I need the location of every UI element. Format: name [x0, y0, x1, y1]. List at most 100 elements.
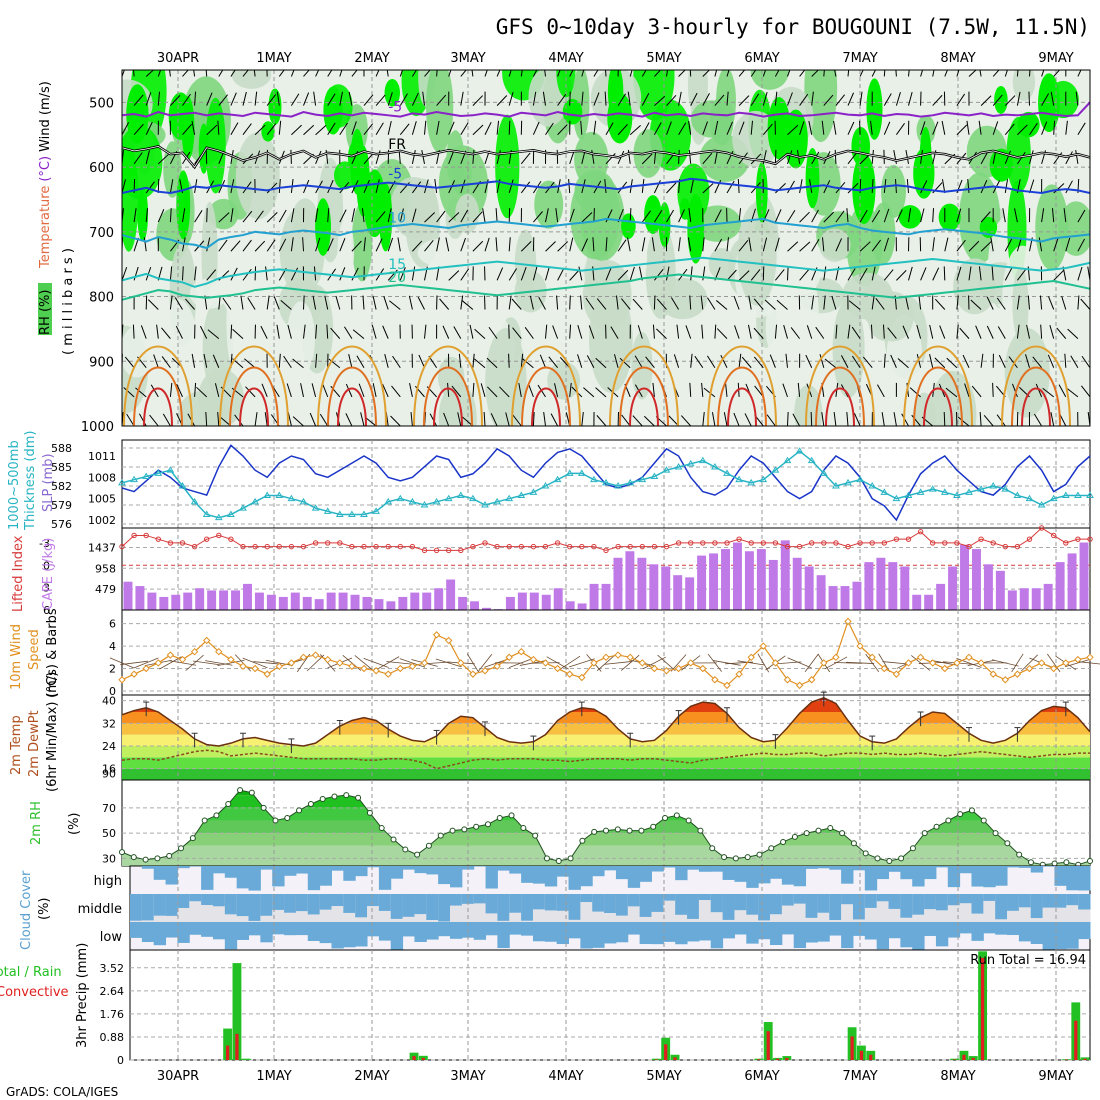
wind-speed-marker [795, 681, 804, 690]
wind-barb [157, 209, 165, 223]
li-marker [470, 543, 476, 550]
wind-barb [787, 150, 793, 165]
wind-barb [956, 266, 962, 281]
temp-tick-label: 16 [102, 763, 116, 776]
wind-barb [133, 94, 144, 106]
warm-contour [413, 345, 483, 426]
thickness-marker [1025, 494, 1034, 502]
cloud-cell [450, 922, 463, 939]
temp-band [122, 723, 1090, 735]
wind-speed-marker [384, 670, 392, 678]
wind-speed-marker [686, 659, 695, 667]
wind-barb [641, 122, 650, 135]
precip-conv-bar [1064, 1059, 1069, 1060]
wind-barb [1042, 387, 1055, 398]
warm-contour [337, 387, 367, 426]
wind-barb [457, 412, 462, 426]
wind-barb [714, 209, 722, 223]
thickness-marker [142, 472, 151, 479]
wind-barb [766, 414, 776, 426]
dewpt-label: 2m DewPt [27, 710, 42, 777]
wind-barb [122, 267, 128, 281]
wind-barb [569, 208, 575, 223]
wind-barb [232, 328, 244, 339]
thickness-marker [432, 497, 441, 505]
thickness-marker [662, 466, 671, 473]
cape-bar [565, 601, 575, 610]
cloud-cell [141, 894, 155, 921]
cape-bar [649, 564, 659, 610]
wind-barb [191, 120, 196, 135]
wind-barb [1081, 355, 1090, 369]
wind-barb [956, 324, 959, 339]
wind-barb [991, 266, 994, 281]
wind-barb [733, 296, 740, 310]
wind-barb [689, 70, 692, 77]
wind-barb [290, 267, 299, 281]
li-marker [482, 540, 488, 546]
rh-marker [768, 845, 775, 852]
wind-barb [169, 179, 174, 194]
rh-tick-label: 70 [102, 802, 116, 815]
wind-barb [787, 209, 796, 223]
wind-barb [364, 416, 377, 426]
wind-speed-marker [1025, 664, 1034, 673]
wind-barb [595, 357, 607, 369]
wind-barb [871, 295, 875, 310]
cloud-cell [592, 922, 605, 948]
rh-band [122, 845, 1090, 866]
wind-barb [1004, 150, 1011, 165]
wind-speed-marker [880, 664, 889, 673]
wind-barb [617, 239, 627, 252]
rh-marker [414, 851, 421, 858]
wind-barb [823, 295, 826, 310]
panel-precip: 00.881.762.643.52 Total / Rain Convectiv… [0, 943, 1091, 1067]
wind-barb [386, 70, 389, 77]
cloud-cell [130, 922, 143, 938]
rh-marker [307, 801, 314, 808]
wind-barb [276, 91, 280, 106]
wind-barb [508, 92, 514, 106]
wind-barb [694, 355, 704, 369]
cloud-cell [1054, 922, 1067, 950]
rh-legend-swatch [38, 283, 52, 335]
wind-speed-marker [275, 662, 284, 670]
wind-barb [315, 237, 321, 252]
wind-barb [309, 412, 317, 426]
wind-barb [688, 149, 692, 164]
warm-contour [1001, 345, 1071, 426]
cloud-cell [722, 866, 735, 880]
rh-marker [732, 855, 739, 862]
wind-barb [548, 356, 558, 369]
li-marker [361, 543, 367, 550]
wind-barb [399, 208, 404, 223]
rh-cell [226, 273, 245, 373]
warm-contour [317, 345, 387, 426]
wind-barb [690, 353, 693, 368]
wind-barb [300, 383, 304, 397]
cloud-cell [438, 894, 451, 922]
cape-bar [386, 601, 396, 610]
thickness-marker [444, 494, 453, 502]
wind-barb [883, 353, 886, 368]
thickness-marker [154, 469, 163, 476]
li-marker [845, 543, 851, 550]
wind-barb [508, 237, 511, 252]
wind-barb [569, 269, 580, 281]
wind-barb [811, 209, 819, 223]
wind-barb [194, 382, 197, 397]
wind-barb [871, 239, 881, 252]
cloud-cell [165, 894, 178, 916]
wind-barb [847, 152, 857, 165]
thickness-marker [977, 485, 985, 492]
wind-speed-marker [469, 670, 477, 678]
date-label-bottom: 6MAY [744, 1069, 779, 1084]
cape-bar [613, 557, 623, 610]
wind-barb [596, 298, 607, 310]
rh-cell [556, 70, 576, 98]
wind-barb [738, 95, 750, 106]
wind-barb [150, 384, 159, 398]
